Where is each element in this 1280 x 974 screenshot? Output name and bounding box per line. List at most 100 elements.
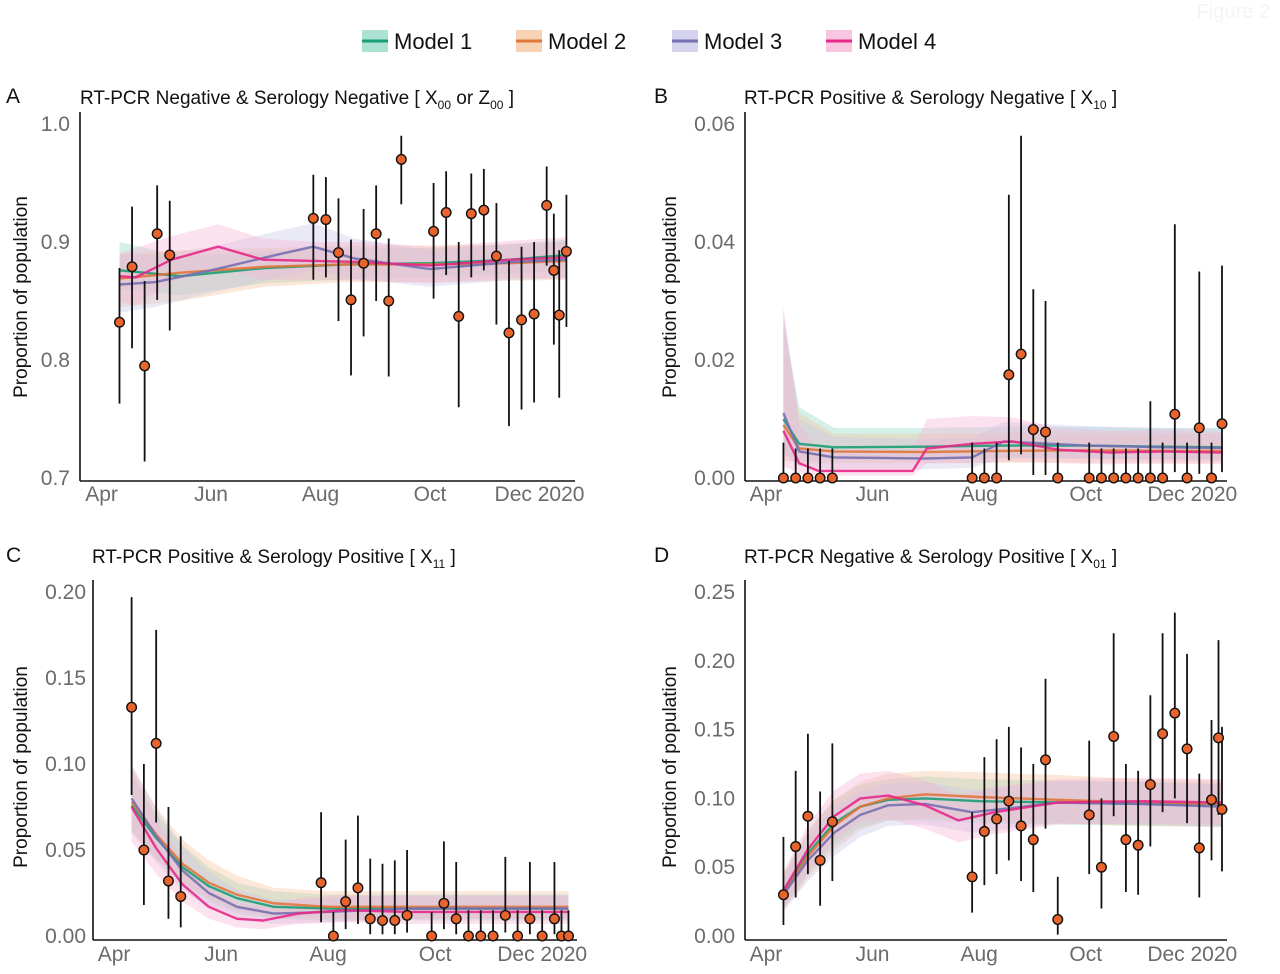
band-model-3 — [119, 223, 567, 313]
legend-label: Model 2 — [548, 29, 626, 54]
title-subscript: 00 — [438, 98, 452, 112]
x-tick-label: Aug — [309, 943, 346, 966]
data-point — [462, 930, 474, 942]
data-point — [1193, 422, 1205, 434]
panel-letter: D — [654, 544, 669, 567]
data-point — [151, 228, 163, 240]
data-point — [1181, 743, 1193, 755]
data-point — [370, 228, 382, 240]
x-tick-label: Jun — [856, 943, 890, 966]
data-point — [966, 472, 978, 484]
panel-b: B RT-PCR Positive & Serology Negative [ X… — [654, 85, 1237, 506]
y-tick-label: 0.00 — [45, 925, 86, 948]
y-tick-label: 0.25 — [694, 581, 735, 604]
data-point — [428, 225, 440, 237]
data-point — [1052, 913, 1064, 925]
data-point — [1003, 795, 1015, 807]
data-point — [1206, 794, 1218, 806]
data-point — [440, 206, 452, 218]
band-model-3 — [783, 780, 1222, 912]
y-tick-label: 0.06 — [694, 113, 735, 136]
data-point — [1132, 839, 1144, 851]
data-point — [150, 737, 162, 749]
data-point — [1003, 369, 1015, 381]
band-model-4 — [783, 306, 1222, 476]
data-point — [802, 472, 814, 484]
data-point — [113, 316, 125, 328]
data-point — [1216, 803, 1228, 815]
data-point — [1083, 809, 1095, 821]
legend-label: Model 4 — [858, 29, 936, 54]
observations — [126, 597, 574, 942]
data-point — [1157, 472, 1169, 484]
x-tick-label: Aug — [302, 483, 339, 506]
line-model-3 — [130, 797, 569, 915]
y-axis-label: Proportion of population — [11, 196, 32, 398]
x-tick-label: Aug — [960, 483, 997, 506]
data-point — [475, 930, 487, 942]
data-point — [352, 882, 364, 894]
data-point — [1206, 472, 1218, 484]
data-point — [528, 308, 540, 320]
data-point — [560, 245, 572, 257]
legend-label: Model 1 — [394, 29, 472, 54]
observations — [113, 135, 572, 462]
y-tick-label: 1.0 — [41, 113, 70, 136]
data-point — [1169, 707, 1181, 719]
data-point — [465, 208, 477, 220]
data-point — [548, 264, 560, 276]
panel-title: RT-PCR Negative & Serology Positive [ X0… — [744, 547, 1117, 571]
data-point — [499, 909, 511, 921]
observations — [777, 612, 1228, 935]
data-point — [790, 472, 802, 484]
band-model-2 — [783, 324, 1222, 464]
data-point — [1193, 842, 1205, 854]
data-point — [790, 841, 802, 853]
line-model-4 — [782, 794, 1223, 892]
title-subscript: 10 — [1093, 98, 1107, 112]
title-text: RT-PCR Positive & Serology Negative [ X — [744, 88, 1094, 109]
y-tick-label: 0.15 — [694, 719, 735, 742]
data-point — [991, 813, 1003, 825]
data-point — [1108, 472, 1120, 484]
x-tick-label: Dec 2020 — [1147, 943, 1237, 966]
y-axis-label: Proportion of population — [660, 196, 681, 398]
data-point — [1120, 834, 1132, 846]
panel-letter: C — [6, 544, 21, 567]
data-point — [1095, 861, 1107, 873]
data-point — [401, 909, 413, 921]
data-point — [814, 472, 826, 484]
data-point — [162, 875, 174, 887]
title-text: RT-PCR Negative & Serology Positive [ X — [744, 547, 1094, 568]
y-tick-label: 0.10 — [694, 787, 735, 810]
title-text: or Z — [451, 88, 490, 109]
line-model-4 — [782, 430, 1223, 473]
data-point — [345, 294, 357, 306]
panel-d: D RT-PCR Negative & Serology Positive [ X… — [654, 544, 1237, 966]
data-point — [1015, 348, 1027, 360]
data-point — [164, 249, 176, 261]
data-point — [1216, 418, 1228, 430]
x-tick-label: Apr — [750, 483, 783, 506]
data-point — [377, 915, 389, 927]
title-text: ] — [445, 547, 456, 568]
data-point — [126, 261, 138, 273]
data-point — [383, 295, 395, 307]
chart-panels: A RT-PCR Negative & Serology Negative [ X… — [6, 85, 1237, 966]
watermark-text: Figure 2 — [1197, 1, 1270, 23]
y-tick-label: 0.9 — [41, 231, 70, 254]
band-model-1 — [131, 776, 569, 921]
y-tick-label: 0.10 — [45, 753, 86, 776]
y-tick-label: 0.00 — [694, 467, 735, 490]
x-tick-label: Apr — [98, 943, 131, 966]
y-tick-label: 0.00 — [694, 925, 735, 948]
data-point — [548, 913, 560, 925]
data-point — [1027, 834, 1039, 846]
x-tick-label: Jun — [204, 943, 238, 966]
data-point — [503, 327, 515, 339]
data-point — [814, 854, 826, 866]
band-model-2 — [119, 242, 567, 307]
data-point — [1052, 472, 1064, 484]
title-text: RT-PCR Positive & Serology Positive [ X — [92, 547, 433, 568]
y-tick-label: 0.05 — [45, 839, 86, 862]
